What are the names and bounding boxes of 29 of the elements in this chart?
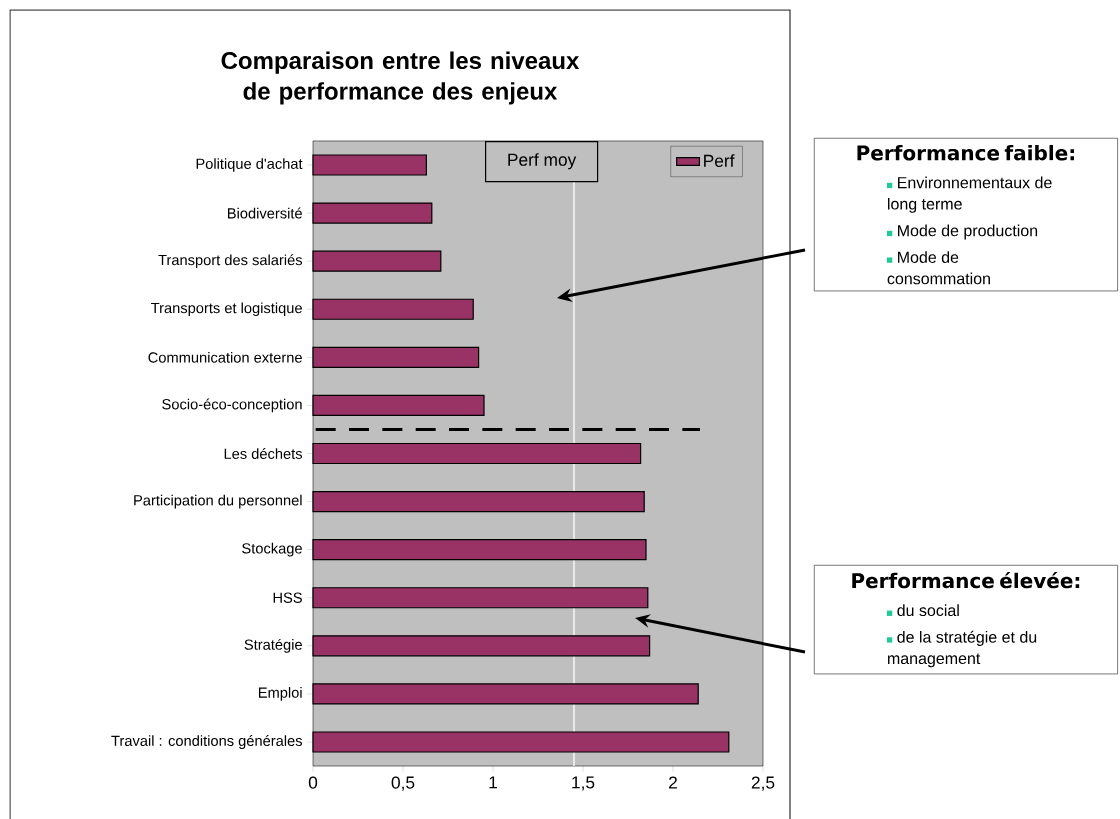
y-tick-label: Transports et logistique [151,302,302,317]
ref-line-label: Perf moy [508,153,577,170]
y-tick-label: Socio-éco-conception [162,398,302,413]
text: Performance faible: [857,144,1075,161]
y-tick-label: Les déchets [224,448,303,459]
text: Mode de production [898,224,1038,240]
x-tick-label: 2,5 [751,776,775,791]
text: Mode de consommation [887,251,990,285]
y-tick-label: Biodiversité [228,207,302,219]
legend-label: Perf [704,154,735,167]
y-tick-label: Travail : conditions générales [111,735,303,749]
y-tick-label: Emploi [258,687,302,701]
x-tick-label: 1 [489,776,497,789]
y-tick-label: Politique d'achat [196,158,303,172]
text: du social [897,604,959,617]
text: Environnementaux de long terme [888,176,1052,213]
x-tick-label: 0 [308,776,318,789]
chart-title: Comparaison entre les niveaux de performance des enjeux [221,51,580,105]
y-tick-label: Communication externe [148,351,302,363]
y-tick-label: HSS [273,592,302,603]
text: de la stratégie et du management [888,630,1037,668]
text: Performance élevée: [852,571,1080,589]
x-tick-label: 1,5 [572,776,595,791]
y-tick-label: Transport des salariés [158,254,303,269]
y-tick-label: Participation du personnel [134,494,302,509]
x-tick-label: 2 [669,776,677,789]
y-tick-label: Stockage [242,542,302,557]
y-tick-label: Stratégie [244,638,302,653]
x-tick-label: 0,5 [391,776,415,791]
